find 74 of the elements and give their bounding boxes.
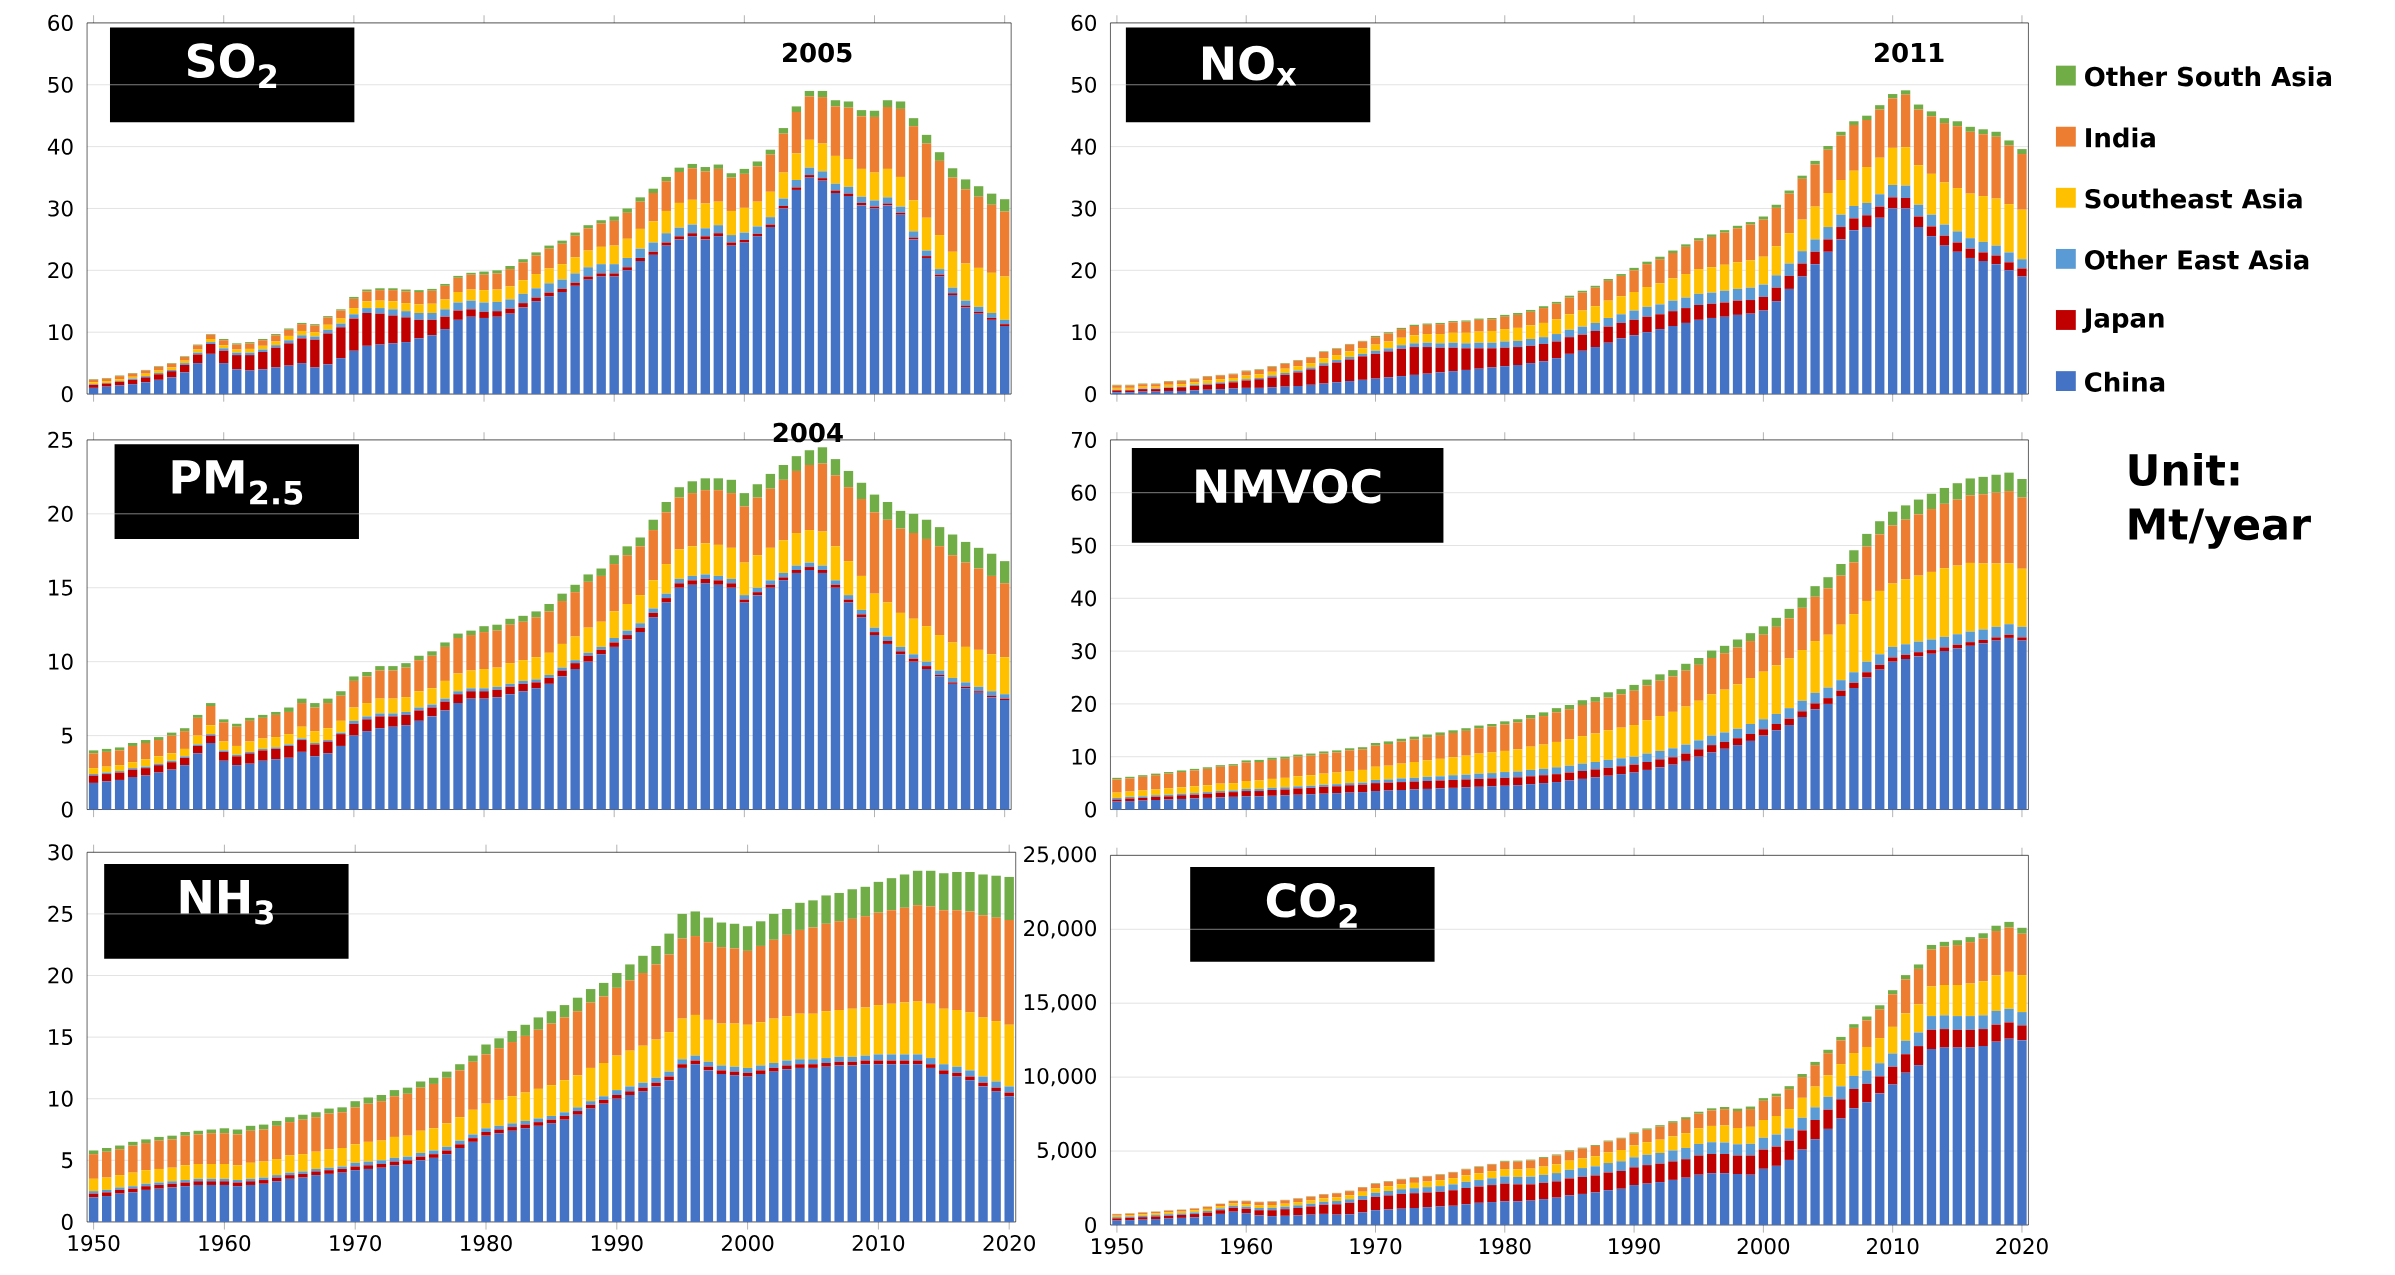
annotation: 2011 [1875, 42, 1944, 63]
y-tick-label: 5,000 [1037, 1141, 1096, 1161]
y-tick-label: 60 [1071, 484, 1096, 501]
text: CO$_{2}$ [1266, 882, 1357, 928]
x-tick-label: 1990 [591, 1234, 643, 1251]
y-tick-label: 10 [49, 1090, 73, 1107]
text: NMVOC [1196, 468, 1381, 504]
x-tick-label: 2020 [1996, 1237, 2048, 1255]
y-tick-label: 20 [48, 505, 73, 522]
y-tick-label: 10 [1072, 323, 1096, 341]
y-tick-label: 25 [48, 905, 73, 922]
x-tick-label: 1970 [330, 1234, 381, 1251]
chart-title: SO$_{2}$ [187, 43, 277, 88]
y-tick-label: 20 [1071, 695, 1096, 712]
legend-label: China [2085, 371, 2165, 392]
y-tick-label: 20 [48, 967, 73, 984]
legend-label: Other South Asia [2085, 66, 2332, 87]
y-tick-label: 30 [1071, 200, 1096, 217]
x-tick-label: 2000 [721, 1234, 774, 1251]
y-tick-label: 60 [1071, 14, 1096, 31]
x-tick-label: 1970 [1350, 1237, 1402, 1255]
x-tick-label: 2010 [1867, 1237, 1919, 1255]
text: Unit: [2129, 452, 2239, 486]
y-tick-label: 50 [1071, 537, 1096, 554]
y-tick-label: 10 [49, 323, 73, 341]
x-tick-label: 1950 [68, 1234, 120, 1251]
text: Mt/year [2129, 508, 2311, 549]
y-tick-label: 15 [49, 1028, 73, 1045]
legend-label: Japan [2082, 308, 2164, 333]
y-tick-label: 20,000 [1024, 919, 1096, 939]
annotation: 2004 [773, 422, 843, 443]
y-tick-label: 0 [61, 1213, 73, 1230]
x-tick-label: 1990 [1609, 1237, 1660, 1255]
y-tick-label: 20 [48, 262, 73, 279]
chart-title: PM$_{2.5}$ [172, 459, 303, 505]
y-tick-label: 40 [47, 138, 73, 155]
y-tick-label: 30 [48, 844, 73, 861]
x-tick-label: 2000 [1737, 1237, 1790, 1255]
x-tick-label: 1980 [461, 1234, 512, 1251]
x-tick-label: 1960 [199, 1234, 251, 1251]
y-tick-label: 25 [48, 431, 73, 448]
legend-label: Other East Asia [2085, 249, 2309, 270]
y-tick-label: 0 [61, 801, 73, 818]
text: NH$_{3}$ [180, 879, 273, 925]
y-tick-label: 10 [49, 653, 73, 670]
x-tick-label: 2010 [852, 1234, 905, 1251]
y-tick-label: 0 [1085, 385, 1097, 402]
y-tick-label: 30 [48, 200, 73, 217]
x-tick-label: 1980 [1479, 1237, 1531, 1255]
y-tick-label: 50 [1071, 76, 1096, 93]
y-tick-label: 60 [48, 14, 73, 31]
x-tick-label: 2020 [983, 1234, 1035, 1251]
y-tick-label: 50 [48, 76, 73, 93]
y-tick-label: 20 [1071, 262, 1096, 279]
y-tick-label: 15 [49, 579, 73, 596]
chart-title: NO$_{x}$ [1202, 45, 1297, 86]
x-tick-label: 1950 [1092, 1237, 1143, 1255]
y-tick-label: 30 [1071, 642, 1096, 660]
y-tick-label: 5 [62, 727, 73, 744]
y-tick-label: 0 [1085, 801, 1097, 818]
y-tick-label: 70 [1071, 431, 1096, 448]
y-tick-label: 5 [62, 1152, 73, 1169]
y-tick-label: 40 [1071, 138, 1096, 155]
y-tick-label: 40 [1071, 590, 1096, 607]
y-tick-label: 0 [1085, 1216, 1097, 1233]
legend-label: India [2086, 127, 2155, 148]
y-tick-label: 0 [61, 385, 73, 402]
annotation: 2005 [783, 42, 852, 63]
y-tick-label: 15,000 [1024, 993, 1096, 1013]
y-tick-label: 25,000 [1024, 845, 1096, 865]
y-tick-label: 10,000 [1024, 1067, 1096, 1087]
y-tick-label: 10 [1072, 748, 1096, 765]
legend-label: Southeast Asia [2085, 188, 2302, 209]
x-tick-label: 1960 [1221, 1237, 1272, 1255]
